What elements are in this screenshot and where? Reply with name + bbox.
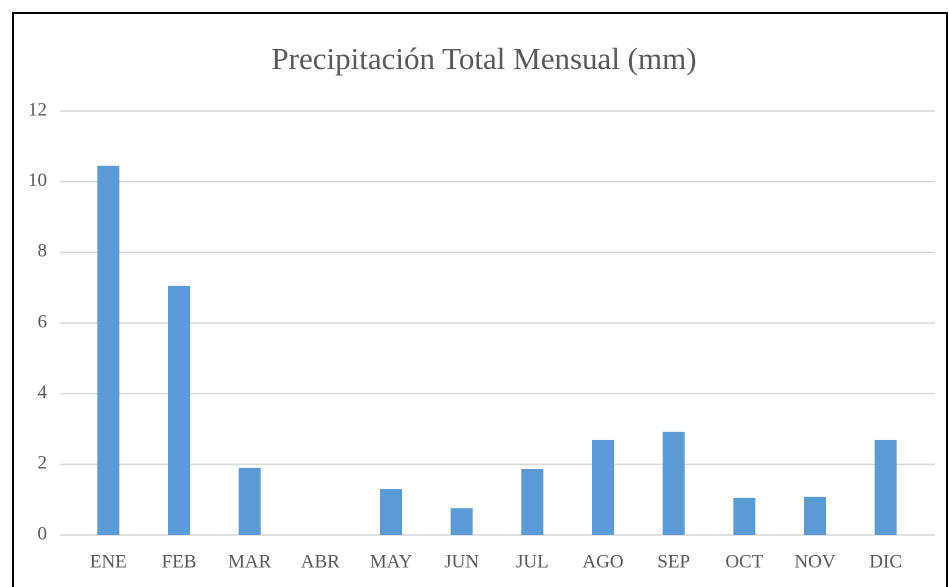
bar (380, 489, 402, 535)
x-tick-label: OCT (725, 551, 763, 572)
y-tick-label: 2 (38, 453, 48, 474)
bar (804, 496, 826, 535)
bar (97, 165, 120, 535)
x-tick-label: ENE (90, 551, 127, 572)
x-tick-label: DIC (869, 551, 902, 572)
bar (168, 285, 190, 535)
bar (874, 439, 897, 535)
y-tick-label: 12 (28, 99, 47, 120)
chart-title: Precipitación Total Mensual (mm) (271, 41, 696, 76)
bar (450, 508, 473, 535)
x-tick-label: ABR (301, 551, 340, 572)
bar (592, 439, 614, 535)
bar (238, 467, 261, 535)
bar (521, 468, 544, 535)
x-tick-label: JUN (444, 551, 479, 572)
x-tick-label: AGO (582, 551, 623, 572)
x-tick-label: NOV (794, 551, 835, 572)
y-tick-label: 4 (38, 382, 48, 403)
bar (662, 431, 685, 535)
y-tick-label: 0 (38, 523, 48, 544)
y-tick-label: 10 (28, 170, 47, 191)
x-tick-label: FEB (162, 551, 197, 572)
x-tick-label: MAY (370, 551, 413, 572)
bar (733, 497, 756, 535)
x-tick-label: MAR (228, 551, 272, 572)
y-tick-label: 8 (38, 241, 48, 262)
x-tick-label: JUL (516, 551, 549, 572)
y-tick-label: 6 (38, 311, 48, 332)
x-tick-label: SEP (657, 551, 690, 572)
